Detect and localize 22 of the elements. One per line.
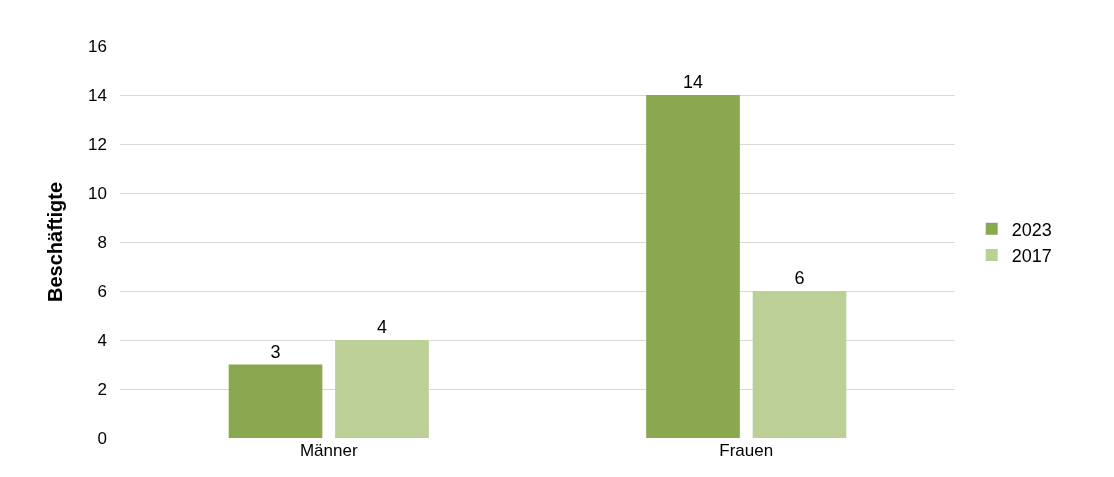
y-tick-label: 6 — [97, 281, 107, 301]
y-tick-label: 0 — [97, 428, 107, 448]
y-tick-label: 16 — [88, 36, 107, 56]
y-tick-label: 10 — [88, 183, 107, 203]
data-label: 4 — [376, 317, 387, 337]
data-label: 14 — [683, 72, 704, 92]
data-label: 6 — [794, 268, 805, 288]
y-axis-title: Beschäftigte — [43, 181, 66, 303]
y-tick-label: 14 — [88, 85, 107, 105]
x-tick-label: Frauen — [719, 441, 774, 460]
y-tick-label: 4 — [97, 330, 107, 350]
y-tick-label: 8 — [97, 232, 107, 252]
x-tick-label: Männer — [299, 441, 358, 460]
y-tick-label: 12 — [88, 134, 107, 154]
bar — [335, 340, 429, 438]
data-label: 3 — [270, 341, 281, 362]
bar — [646, 95, 740, 438]
legend-label: 2023 — [1011, 219, 1052, 240]
bar — [228, 364, 323, 438]
bar — [752, 291, 847, 438]
y-tick-label: 2 — [97, 379, 107, 399]
legend-label: 2017 — [1011, 246, 1052, 267]
